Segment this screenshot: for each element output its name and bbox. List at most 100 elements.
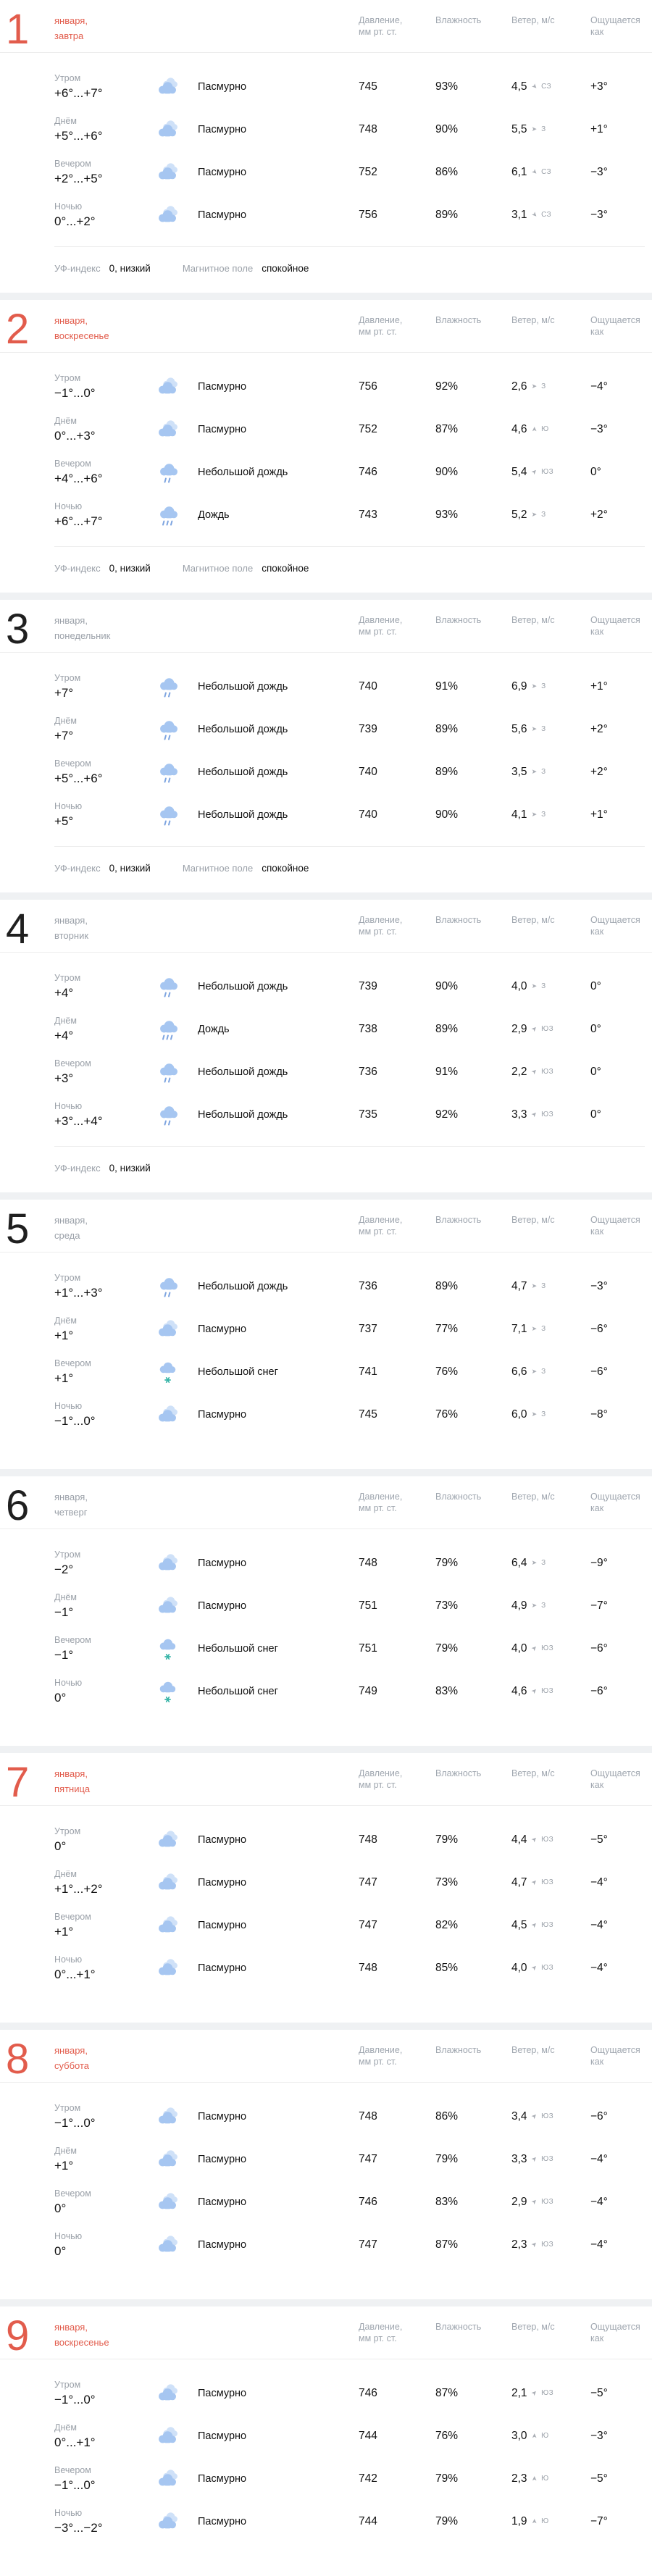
pressure-value: 747 (359, 1875, 377, 1889)
wind-direction-arrow-icon: ➤ (531, 1368, 538, 1375)
date-link[interactable]: января, четверг (54, 1488, 359, 1520)
condition-label: Небольшой дождь (198, 808, 288, 821)
feels-like-value: −4° (590, 1961, 608, 1974)
date-link[interactable]: января, суббота (54, 2041, 359, 2073)
time-temp-cell: Вечером 0° (54, 2188, 156, 2216)
wind-direction-arrow-icon: ➤ (529, 467, 539, 477)
pressure-value: 744 (359, 2514, 377, 2527)
humidity-value: 92% (435, 1108, 459, 1121)
wind-speed-value: 6,9 (511, 679, 527, 693)
column-header-humidity: Влажность (435, 1768, 482, 1778)
forecast-row: Вечером +1° Пасмурно 747 82% 4,5 ➤ ЮЗ −4… (54, 1904, 645, 1946)
date-link[interactable]: января, среда (54, 1211, 359, 1243)
weather-icon-cell (156, 1552, 198, 1575)
feels-like-value: −6° (590, 1684, 608, 1697)
date-month: января, (54, 315, 88, 326)
pressure-value: 736 (359, 1279, 377, 1292)
wind-direction-label: ЮЗ (541, 2198, 554, 2206)
feels-like-value: −3° (590, 2429, 608, 2442)
time-temp-cell: Утром +6°...+7° (54, 73, 156, 101)
rain-icon (160, 1020, 177, 1040)
time-temp-cell: Ночью +6°...+7° (54, 501, 156, 529)
date-weekday: воскресенье (54, 330, 109, 341)
wind-direction-arrow-icon: ➤ (529, 1877, 539, 1887)
humidity-value: 79% (435, 2152, 459, 2165)
feels-like-value: 0° (590, 465, 601, 478)
date-link[interactable]: января, пятница (54, 1765, 359, 1797)
temperature-value: +3°...+4° (54, 1113, 103, 1128)
time-of-day-label: Днём (54, 1315, 77, 1326)
date-weekday: суббота (54, 2060, 90, 2071)
feels-like-value: −4° (590, 380, 608, 393)
wind-cell: 2,9 ➤ ЮЗ (511, 1023, 590, 1036)
temperature-value: −1°...0° (54, 2115, 96, 2130)
wind-direction-arrow-icon: ➤ (529, 2196, 539, 2207)
uv-index: УФ-индекс 0, низкий (54, 863, 151, 874)
time-temp-cell: Ночью 0°...+1° (54, 1954, 156, 1982)
date-link[interactable]: января, воскресенье (54, 2318, 359, 2350)
time-of-day-label: Ночью (54, 2230, 83, 2241)
time-of-day-label: Вечером (54, 458, 91, 469)
weather-icon-cell (156, 2191, 198, 2214)
date-weekday: воскресенье (54, 2337, 109, 2348)
wind-direction-label: ЮЗ (541, 1964, 554, 1972)
time-temp-cell: Вечером +1° (54, 1358, 156, 1386)
day-number: 7 (6, 1759, 29, 1806)
wind-cell: 4,1 ➤ З (511, 808, 590, 821)
wind-direction-arrow-icon: ➤ (531, 382, 538, 390)
time-of-day-label: Утром (54, 2379, 81, 2390)
day-forecast-card: 5 января, среда Давление, мм рт. ст. Вла… (0, 1200, 652, 1469)
condition-label: Пасмурно (198, 123, 247, 135)
temperature-value: +6°...+7° (54, 514, 103, 528)
overcast-icon (159, 1553, 177, 1570)
weather-icon-cell (156, 803, 198, 827)
condition-label: Небольшой снег (198, 1685, 278, 1697)
wind-direction-label: З (541, 125, 546, 133)
date-link[interactable]: января, воскресенье (54, 311, 359, 343)
card-header: января, понедельник Давление, мм рт. ст.… (0, 611, 652, 652)
time-temp-cell: Днём −1° (54, 1592, 156, 1620)
temperature-value: 0° (54, 2243, 67, 2258)
forecast-row: Вечером −1° Небольшой снег 751 79% 4,0 ➤… (54, 1627, 645, 1670)
forecast-row: Утром −1°...0° Пасмурно 756 92% 2,6 ➤ З … (54, 365, 645, 408)
pressure-value: 748 (359, 122, 377, 135)
temperature-value: 0° (54, 2201, 67, 2215)
forecast-rows: Утром −1°...0° Пасмурно 756 92% 2,6 ➤ З … (0, 353, 652, 536)
wind-speed-value: 4,6 (511, 1684, 527, 1697)
day-forecast-card: 6 января, четверг Давление, мм рт. ст. В… (0, 1476, 652, 1746)
time-temp-cell: Вечером +1° (54, 1912, 156, 1939)
date-link[interactable]: января, завтра (54, 12, 359, 43)
condition-label: Небольшой дождь (198, 1280, 288, 1292)
wind-cell: 5,6 ➤ З (511, 723, 590, 736)
humidity-value: 82% (435, 1918, 459, 1931)
feels-like-value: 0° (590, 1022, 601, 1035)
time-of-day-label: Ночью (54, 1100, 83, 1111)
pressure-value: 746 (359, 2386, 377, 2399)
forecast-row: Утром +7° Небольшой дождь 740 91% 6,9 ➤ … (54, 665, 645, 708)
wind-speed-value: 7,1 (511, 1322, 527, 1335)
forecast-row: Ночью 0°...+2° Пасмурно 756 89% 3,1 ➤ СЗ… (54, 193, 645, 236)
wind-direction-arrow-icon: ➤ (529, 1686, 539, 1696)
condition-label: Небольшой дождь (198, 680, 288, 693)
wind-speed-value: 5,5 (511, 122, 527, 135)
wind-direction-arrow-icon: ➤ (531, 682, 538, 690)
wind-cell: 4,6 ➤ ЮЗ (511, 1685, 590, 1698)
pressure-value: 740 (359, 679, 377, 693)
condition-label: Пасмурно (198, 209, 247, 221)
wind-cell: 2,6 ➤ З (511, 380, 590, 393)
column-header-pressure: Давление, мм рт. ст. (359, 1768, 403, 1790)
condition-label: Небольшой дождь (198, 1108, 288, 1121)
wind-cell: 7,1 ➤ З (511, 1323, 590, 1336)
wind-speed-value: 6,1 (511, 165, 527, 178)
date-link[interactable]: января, вторник (54, 911, 359, 943)
feels-like-value: −7° (590, 1599, 608, 1612)
wind-direction-arrow-icon: ➤ (530, 426, 538, 432)
temperature-value: −1° (54, 1605, 74, 1619)
date-link[interactable]: января, понедельник (54, 611, 359, 643)
feels-like-value: −4° (590, 2152, 608, 2165)
wind-cell: 3,3 ➤ ЮЗ (511, 1108, 590, 1121)
overcast-icon (159, 1958, 177, 1975)
wind-cell: 4,7 ➤ ЮЗ (511, 1876, 590, 1889)
pressure-value: 749 (359, 1684, 377, 1697)
overcast-icon (159, 1915, 177, 1932)
